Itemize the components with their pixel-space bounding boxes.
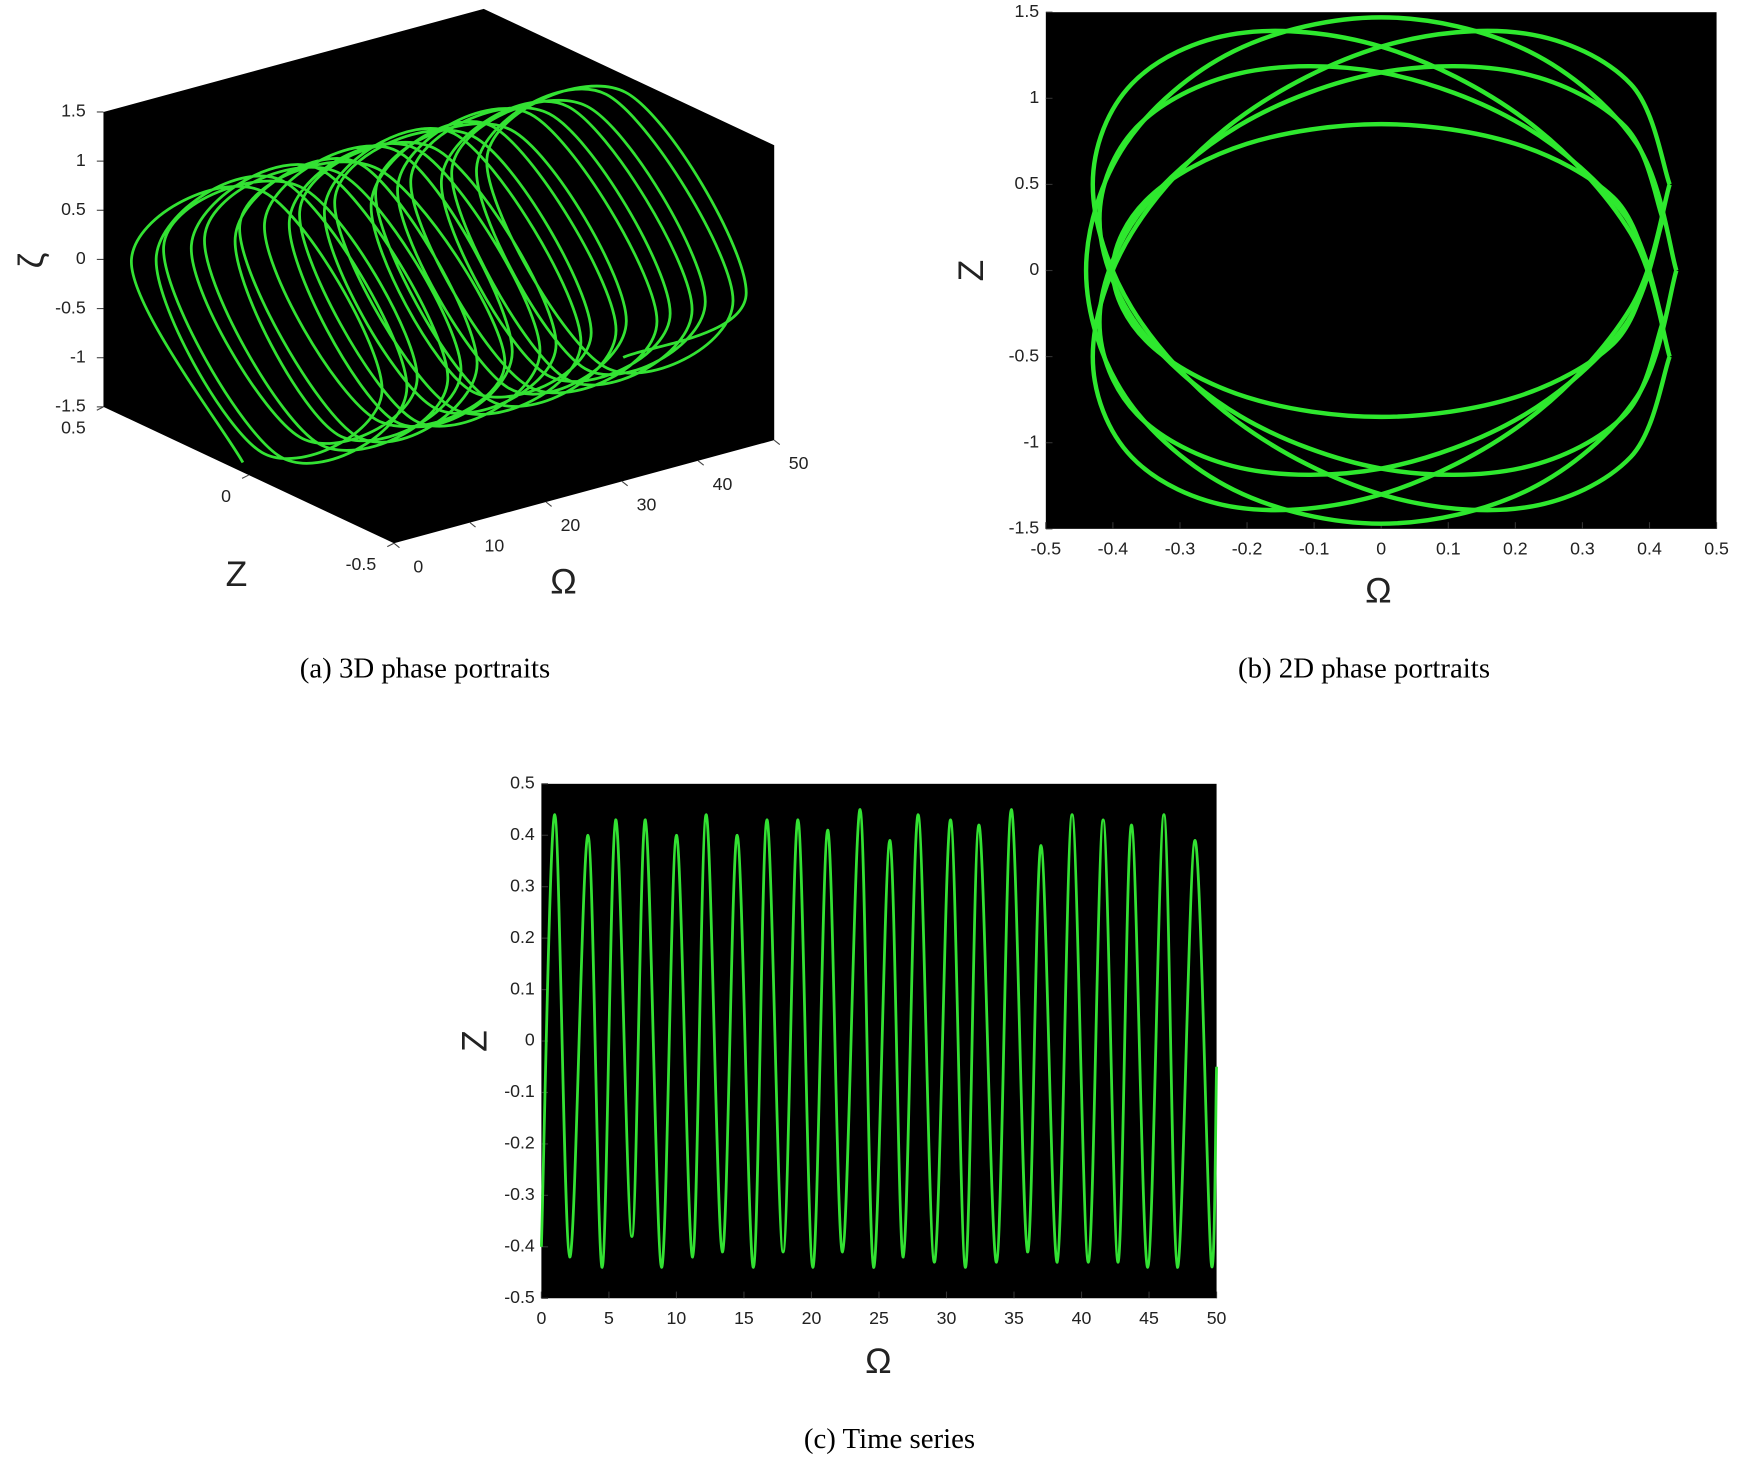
- x-tick-label: -0.4: [1098, 539, 1129, 559]
- caption: (a) 3D phase portraits: [300, 652, 550, 684]
- x-tick-label: 20: [561, 515, 581, 535]
- y-axis-label: Z: [226, 554, 248, 594]
- y-axis-label: Z: [951, 260, 991, 282]
- y-axis-label: Z: [454, 1030, 494, 1052]
- x-tick: [697, 460, 705, 466]
- y-tick-label: -0.1: [504, 1081, 535, 1101]
- z-tick-label: -1: [70, 346, 86, 366]
- line: [1097, 63, 1666, 478]
- x-tick-label: 50: [1207, 1308, 1227, 1328]
- x-tick-label: 0: [536, 1308, 546, 1328]
- z-tick-label: -0.5: [55, 297, 86, 317]
- line: [1090, 28, 1672, 513]
- x-tick: [773, 439, 781, 446]
- y-tick-label: 0.3: [510, 875, 535, 895]
- x-tick-label: 0.4: [1637, 539, 1662, 559]
- x-tick-label: 40: [1072, 1308, 1092, 1328]
- line: [1090, 28, 1672, 513]
- x-tick-label: 0.3: [1570, 539, 1595, 559]
- x-axis-label: Ω: [865, 1341, 892, 1381]
- z-tick-label: 1.5: [61, 101, 86, 121]
- x-tick-label: -0.2: [1232, 539, 1263, 559]
- x-tick: [621, 480, 628, 487]
- y-tick: [241, 474, 249, 479]
- plot-area: [103, 8, 775, 544]
- y-tick-label: -0.3: [504, 1184, 535, 1204]
- line: [540, 808, 1218, 1269]
- y-tick-label: -0.5: [504, 1287, 535, 1307]
- y-tick-label: -0.5: [1009, 345, 1040, 365]
- y-tick: [96, 406, 104, 411]
- x-tick-label: 45: [1139, 1308, 1159, 1328]
- x-tick: [545, 501, 552, 507]
- line: [1083, 15, 1679, 526]
- line: [1097, 63, 1666, 478]
- x-axis-label: Ω: [550, 562, 577, 602]
- x-tick-label: -0.3: [1165, 539, 1196, 559]
- x-tick-label: -0.1: [1299, 539, 1330, 559]
- z-tick-label: 0.5: [61, 199, 86, 219]
- x-tick-label: 0.1: [1436, 539, 1461, 559]
- x-tick-label: 15: [734, 1308, 754, 1328]
- y-tick-label: -0.4: [504, 1235, 535, 1255]
- x-axis-label: Ω: [1365, 571, 1392, 611]
- x-tick-label: 0.2: [1503, 539, 1528, 559]
- z-tick-label: -1.5: [55, 396, 86, 416]
- z-tick-label: 1: [76, 150, 86, 170]
- x-tick: [469, 522, 476, 528]
- y-tick-label: 0.2: [510, 927, 535, 947]
- y-tick-label: 1.5: [1015, 1, 1040, 21]
- x-tick-label: 20: [802, 1308, 822, 1328]
- y-tick-label: 0: [221, 486, 231, 506]
- x-tick-label: 10: [485, 536, 505, 556]
- y-tick-label: -0.2: [504, 1133, 535, 1153]
- x-tick-label: 10: [667, 1308, 687, 1328]
- x-tick-label: 50: [789, 453, 809, 473]
- y-tick-label: 0.5: [510, 773, 535, 793]
- x-tick: [393, 542, 400, 549]
- x-tick-label: 0.5: [1704, 539, 1729, 559]
- y-tick-label: 0.4: [510, 824, 535, 844]
- z-tick-label: 0: [76, 248, 86, 268]
- x-tick-label: 0: [1376, 539, 1386, 559]
- x-tick-label: 0: [413, 556, 423, 576]
- y-tick-label: 0: [1029, 259, 1039, 279]
- x-tick-label: 40: [713, 474, 733, 494]
- caption: (c) Time series: [804, 1423, 975, 1455]
- y-tick-label: -0.5: [346, 554, 377, 574]
- x-tick-label: 25: [869, 1308, 889, 1328]
- y-tick-label: 0.1: [510, 978, 535, 998]
- plot-area: [1045, 12, 1717, 529]
- x-tick-label: 5: [604, 1308, 614, 1328]
- trajectory: [130, 84, 748, 465]
- y-tick-label: 1: [1029, 87, 1039, 107]
- y-tick: [387, 542, 395, 548]
- caption: (b) 2D phase portraits: [1238, 652, 1490, 684]
- x-tick-label: 30: [937, 1308, 957, 1328]
- x-tick-label: 30: [637, 494, 657, 514]
- x-tick-label: 35: [1004, 1308, 1024, 1328]
- y-tick-label: -1.5: [1009, 518, 1040, 538]
- z-axis-label: ζ: [11, 253, 51, 269]
- y-tick-label: 0: [525, 1030, 535, 1050]
- y-tick-label: 0.5: [61, 418, 86, 438]
- x-tick-label: -0.5: [1031, 539, 1062, 559]
- y-tick-label: -1: [1023, 431, 1039, 451]
- y-tick-label: 0.5: [1015, 173, 1040, 193]
